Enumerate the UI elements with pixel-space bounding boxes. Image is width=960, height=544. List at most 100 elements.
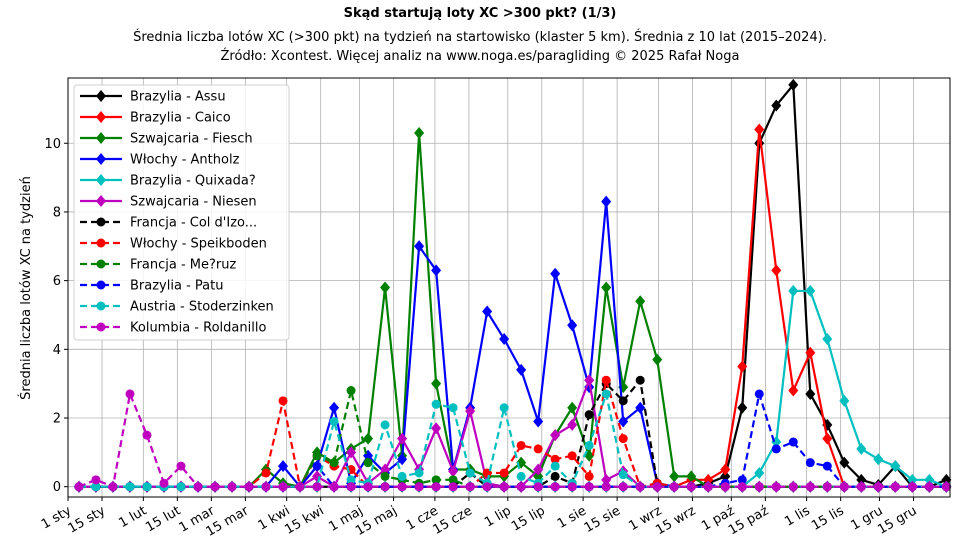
series-line — [78, 389, 947, 488]
data-point-circle — [261, 468, 271, 478]
data-point-circle — [635, 375, 645, 385]
legend-entry: Brazylia - Quixada? — [80, 174, 256, 189]
x-tick-label: 15 lut — [143, 503, 183, 535]
data-point-circle — [941, 482, 951, 492]
x-tick-label: 15 sty — [66, 503, 109, 536]
data-point-circle — [176, 482, 186, 492]
data-point-diamond — [924, 473, 935, 486]
data-point-diamond — [907, 473, 918, 486]
data-point-diamond — [414, 126, 425, 139]
x-tick-label: 15 lis — [809, 503, 847, 533]
legend-label: Francja - Me?ruz — [130, 258, 236, 273]
data-point-circle — [448, 475, 458, 485]
data-point-circle — [91, 482, 101, 492]
legend-label: Włochy - Speikboden — [130, 237, 267, 252]
legend-marker-circle — [96, 259, 106, 269]
legend-entry: Szwajcaria - Fiesch — [80, 132, 253, 147]
data-point-circle — [788, 482, 798, 492]
y-tick-label: 2 — [53, 412, 61, 427]
y-axis-label: Średnia liczba lotów XC na tydzień — [18, 176, 34, 400]
data-point-circle — [533, 444, 543, 454]
y-tick-label: 0 — [53, 480, 61, 495]
legend-label: Brazylia - Assu — [130, 90, 226, 105]
data-point-circle — [312, 451, 322, 461]
data-point-circle — [329, 416, 339, 426]
data-point-circle — [431, 482, 441, 492]
data-point-circle — [363, 482, 373, 492]
data-point-circle — [244, 482, 254, 492]
data-point-diamond — [856, 442, 867, 455]
data-point-circle — [754, 482, 764, 492]
data-point-diamond — [601, 195, 612, 208]
data-point-circle — [380, 471, 390, 481]
data-point-circle — [720, 482, 730, 492]
data-point-circle — [261, 482, 271, 492]
data-point-circle — [329, 482, 339, 492]
data-point-circle — [312, 482, 322, 492]
x-tick-label: 1 lut — [116, 503, 149, 531]
data-point-diamond — [567, 319, 578, 332]
series-kolumbia-roldanillo — [74, 389, 951, 492]
y-tick-label: 10 — [44, 137, 61, 152]
data-point-diamond — [482, 305, 493, 318]
series-szwajcaria-niesen — [73, 374, 952, 493]
data-point-diamond — [431, 264, 442, 277]
data-point-diamond — [635, 295, 646, 308]
series-line — [78, 390, 947, 489]
data-point-circle — [822, 482, 832, 492]
data-point-circle — [108, 482, 118, 492]
data-point-diamond — [397, 453, 408, 466]
data-point-circle — [312, 461, 322, 471]
data-point-circle — [584, 410, 594, 420]
x-tick-label: 1 lip — [482, 503, 514, 530]
legend: Brazylia - Assu Brazylia - Caico Szwajcari… — [73, 84, 290, 341]
legend-label: Szwajcaria - Niesen — [130, 195, 257, 210]
legend-entry: Kolumbia - Roldanillo — [80, 321, 266, 336]
data-point-diamond — [754, 466, 765, 479]
data-point-diamond — [839, 456, 850, 469]
data-point-circle — [805, 458, 815, 468]
data-point-diamond — [499, 333, 510, 346]
data-point-diamond — [465, 405, 476, 418]
legend-label: Włochy - Antholz — [130, 153, 240, 168]
legend-entry: Szwajcaria - Niesen — [80, 195, 257, 210]
data-point-diamond — [601, 473, 612, 486]
data-point-diamond — [856, 473, 867, 486]
legend-entry: Włochy - Antholz — [80, 153, 240, 168]
data-point-diamond — [686, 470, 697, 483]
data-point-circle — [125, 389, 135, 399]
data-point-circle — [601, 389, 611, 399]
legend-marker-circle — [96, 301, 106, 311]
series-brazylia-patu — [74, 389, 951, 492]
data-point-circle — [159, 478, 169, 488]
data-point-circle — [91, 475, 101, 485]
x-tick-label: 15 paź — [726, 503, 772, 538]
legend-label: Kolumbia - Roldanillo — [130, 321, 266, 336]
data-point-diamond — [771, 99, 782, 112]
data-point-circle — [465, 482, 475, 492]
legend-label: Austria - Stoderzinken — [130, 300, 274, 315]
data-point-circle — [397, 471, 407, 481]
x-tick-label: 15 wrz — [653, 503, 698, 538]
data-point-circle — [618, 482, 628, 492]
data-point-diamond — [737, 360, 748, 373]
data-point-diamond — [346, 446, 357, 459]
data-point-circle — [278, 482, 288, 492]
data-point-diamond — [720, 470, 731, 483]
data-point-diamond — [805, 387, 816, 400]
series-line — [78, 393, 947, 488]
legend-marker-diamond — [96, 153, 106, 165]
data-point-diamond — [873, 453, 884, 466]
legend-entry: Francja - Col d'Izo... — [80, 216, 257, 231]
legend-marker-diamond — [96, 195, 106, 207]
legend-marker-circle — [96, 322, 106, 332]
data-point-circle — [363, 458, 373, 468]
legend-marker-circle — [96, 238, 106, 248]
data-point-circle — [414, 482, 424, 492]
data-point-diamond — [533, 415, 544, 428]
data-point-diamond — [329, 401, 340, 414]
data-point-circle — [788, 437, 798, 447]
data-point-diamond — [567, 418, 578, 431]
data-point-circle — [125, 482, 135, 492]
x-tick-label: 15 gru — [875, 503, 919, 537]
